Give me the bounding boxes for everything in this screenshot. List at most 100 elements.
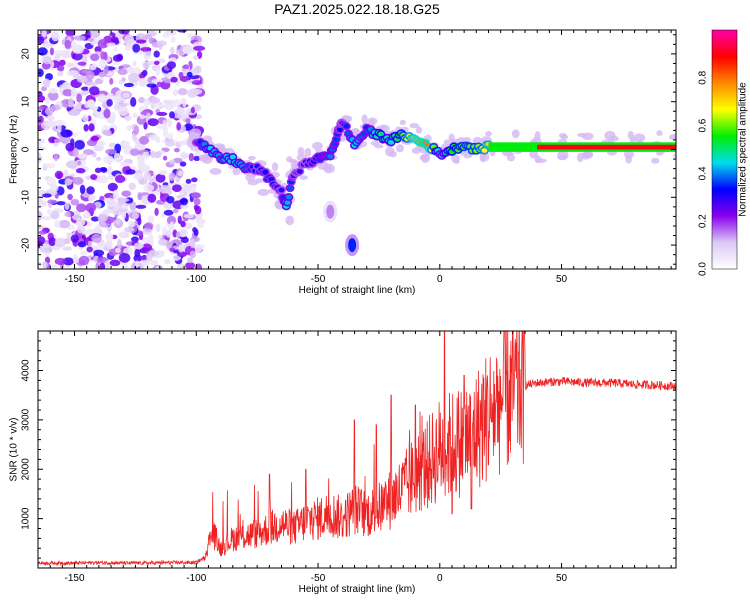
signal-halo <box>584 150 594 159</box>
noise-blob <box>39 243 51 248</box>
noise-blob <box>175 231 181 239</box>
noise-blob <box>38 210 43 221</box>
signal-halo <box>257 188 270 196</box>
colorbar-gradient <box>711 29 738 270</box>
noise-blob <box>126 66 135 74</box>
noise-blob <box>178 71 184 79</box>
noise-blob <box>97 39 109 49</box>
noise-blob <box>65 142 75 152</box>
noise-blob <box>97 93 107 103</box>
noise-blob <box>64 202 70 210</box>
noise-blob <box>128 182 136 191</box>
noise-blob <box>48 88 58 94</box>
noise-blob <box>131 236 139 243</box>
noise-blob <box>126 125 132 131</box>
noise-blob <box>158 42 163 50</box>
snr-panel: -150 -100 -50 0 50 1000 2000 3000 4000 Height of … <box>9 330 677 595</box>
noise-blob <box>178 244 184 253</box>
signal-halo <box>285 215 295 226</box>
noise-blob <box>183 123 194 131</box>
noise-blob <box>143 49 152 60</box>
noise-blob <box>106 42 116 47</box>
noise-blob <box>193 244 203 253</box>
noise-blob <box>182 45 194 55</box>
noise-blob <box>45 96 50 105</box>
noise-blob <box>184 222 193 230</box>
signal-halo <box>389 150 397 158</box>
snr-y-tick-label: 1000 <box>21 507 32 530</box>
signal-blob-core <box>377 131 384 137</box>
noise-blob <box>191 80 203 86</box>
signal-halo <box>367 117 378 125</box>
noise-blob <box>150 104 156 110</box>
noise-blob <box>165 229 172 238</box>
noise-blob <box>89 86 100 96</box>
noise-blob <box>90 30 101 39</box>
noise-blob <box>76 153 88 159</box>
noise-blob <box>97 140 106 147</box>
noise-blob <box>137 217 142 226</box>
signal-halo <box>625 155 632 164</box>
noise-blob <box>170 76 178 83</box>
noise-blob <box>168 172 176 181</box>
noise-blob <box>97 175 109 184</box>
signal-halo <box>656 130 663 136</box>
noise-blob <box>83 211 91 219</box>
signal-halo <box>247 155 256 161</box>
noise-blob <box>93 249 105 257</box>
noise-blob <box>183 213 194 219</box>
noise-blob <box>103 108 111 119</box>
noise-blob <box>117 208 129 213</box>
spectrogram-x-tick-label: -100 <box>186 274 206 285</box>
noise-blob <box>180 237 189 244</box>
signal-halo <box>627 131 634 140</box>
noise-blob <box>98 241 106 250</box>
snr-y-tick-label: 2000 <box>21 458 32 481</box>
noise-blob <box>155 67 161 76</box>
noise-blob <box>105 232 114 242</box>
colorbar-tick-label: 0.6 <box>698 118 709 132</box>
noise-blob <box>51 31 60 42</box>
signal-halo <box>677 155 683 159</box>
noise-blob <box>180 153 192 158</box>
noise-blob <box>106 98 113 107</box>
noise-blob <box>91 233 102 243</box>
noise-blob <box>105 239 113 250</box>
noise-blob <box>142 61 150 69</box>
noise-blob <box>132 60 137 67</box>
colorbar-tick-label: 0.2 <box>698 214 709 228</box>
signal-halo <box>485 131 492 137</box>
noise-blob <box>96 156 102 162</box>
noise-blob <box>155 249 165 258</box>
noise-blob <box>169 46 175 55</box>
noise-blob <box>146 83 157 88</box>
noise-blob <box>121 190 131 197</box>
noise-blob <box>180 220 186 228</box>
noise-blob <box>79 249 88 256</box>
noise-blob <box>83 149 95 156</box>
noise-blob <box>38 110 42 117</box>
noise-blob <box>56 65 65 72</box>
noise-blob <box>154 207 159 217</box>
noise-blob <box>38 94 46 102</box>
noise-blob <box>38 236 46 245</box>
signal-halo <box>299 175 308 180</box>
noise-blob <box>65 30 76 37</box>
noise-blob <box>130 97 137 107</box>
signal-halo <box>209 167 222 175</box>
noise-blob <box>189 250 196 259</box>
noise-blob <box>76 217 86 227</box>
snr-x-tick-label: -150 <box>65 573 85 584</box>
noise-blob <box>131 212 139 220</box>
noise-blob <box>78 255 90 266</box>
signal-halo <box>286 156 293 163</box>
signal-halo <box>511 129 520 139</box>
noise-blob <box>103 155 114 164</box>
noise-blob <box>112 54 123 62</box>
noise-blob <box>150 150 156 159</box>
noise-blob <box>71 40 77 51</box>
noise-blob <box>164 259 171 265</box>
noise-blob <box>42 56 53 65</box>
signal-blob-core <box>287 185 294 191</box>
